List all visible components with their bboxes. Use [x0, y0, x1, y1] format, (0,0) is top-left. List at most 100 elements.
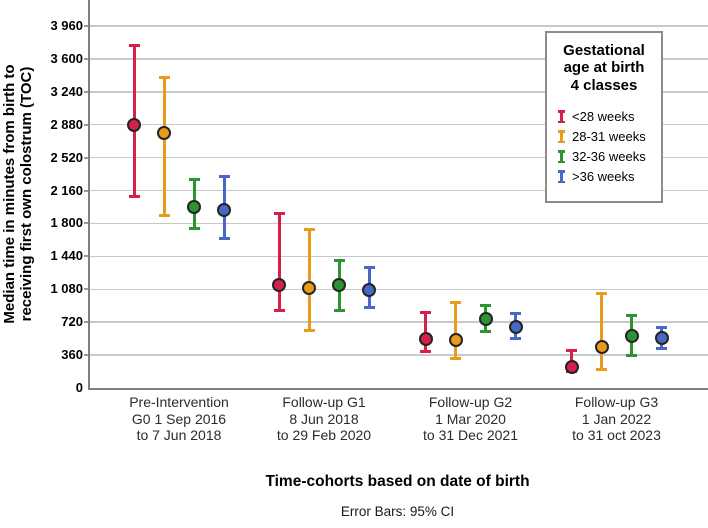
legend-item-label: 28-31 weeks	[572, 129, 646, 145]
gridline	[90, 189, 708, 192]
error-bar-cap-top	[158, 75, 170, 79]
y-tick-mark	[84, 90, 89, 93]
error-bar-icon	[557, 150, 566, 164]
y-tick-mark	[84, 123, 89, 126]
median-marker	[418, 331, 433, 346]
error-bar-cap-bottom	[363, 306, 375, 310]
gridline	[90, 156, 708, 159]
legend-item: <28 weeks	[557, 107, 661, 127]
error-bar-icon	[557, 130, 566, 144]
y-tick-label: 360	[61, 347, 83, 363]
error-bar-cap-top	[596, 292, 607, 296]
error-bar-cap-top	[188, 178, 200, 182]
error-bar-line	[600, 293, 603, 370]
y-tick-label: 720	[61, 314, 83, 330]
error-bar-cap-top	[450, 301, 461, 305]
gridline	[90, 321, 708, 323]
median-marker	[332, 277, 346, 292]
error-bar-cap-top	[656, 326, 667, 330]
median-marker	[127, 117, 141, 132]
legend-items: <28 weeks 28-31 weeks 32-36 weeks >36 weeks	[557, 107, 661, 187]
legend: Gestational age at birth 4 classes <28 w…	[545, 31, 663, 203]
median-marker	[448, 332, 463, 347]
error-bar-cap-top	[273, 211, 285, 215]
y-tick-label: 1 800	[50, 215, 83, 231]
error-bar-cap-bottom	[450, 357, 461, 361]
error-bar-cap-top	[363, 265, 375, 269]
legend-item: 32-36 weeks	[557, 147, 661, 167]
y-tick-mark	[84, 255, 89, 258]
median-marker	[478, 312, 493, 327]
error-bar-cap-bottom	[656, 347, 667, 351]
y-tick-label: 3 240	[50, 83, 83, 99]
gridline	[90, 58, 708, 60]
legend-item-label: >36 weeks	[572, 169, 635, 185]
error-bar-cap-bottom	[128, 195, 140, 199]
gridline	[90, 255, 708, 258]
error-bars-caption: Error Bars: 95% CI	[340, 504, 455, 519]
error-bar-cap-top	[420, 310, 431, 314]
legend-item: >36 weeks	[557, 167, 661, 187]
median-marker	[564, 359, 579, 374]
y-tick-mark	[84, 57, 89, 60]
y-tick-label: 1 440	[50, 248, 83, 264]
median-marker	[157, 125, 171, 140]
gridline	[90, 25, 708, 27]
y-tick-mark	[84, 222, 89, 225]
error-bar-cap-top	[480, 304, 491, 308]
gridline	[90, 91, 708, 93]
median-marker	[594, 339, 609, 354]
error-bar-cap-top	[303, 228, 315, 232]
error-bar-cap-top	[510, 311, 521, 315]
gridline	[90, 123, 708, 126]
error-bar-cap-top	[333, 259, 345, 263]
error-bar-cap-bottom	[626, 353, 637, 357]
error-bar-icon	[557, 170, 566, 184]
y-tick-label: 2 160	[50, 182, 83, 198]
median-marker	[624, 328, 639, 343]
error-bar-line	[454, 302, 457, 359]
median-marker	[302, 281, 316, 296]
x-category-label: Follow-up G2 1 Mar 2020 to 31 Dec 2021	[423, 394, 518, 443]
legend-item-label: <28 weeks	[572, 109, 635, 125]
median-marker	[508, 319, 523, 334]
y-tick-mark	[84, 189, 89, 192]
y-tick-label: 1 080	[50, 281, 83, 297]
y-tick-label: 2 880	[50, 116, 83, 132]
legend-title: Gestational age at birth 4 classes	[563, 42, 645, 94]
x-category-label: Follow-up G1 8 Jun 2018 to 29 Feb 2020	[276, 394, 372, 443]
gridline	[90, 222, 708, 225]
median-marker	[654, 330, 669, 345]
error-bar-cap-top	[626, 314, 637, 318]
error-bar-line	[307, 229, 311, 331]
y-tick-label: 3 960	[50, 18, 83, 33]
error-bar-cap-bottom	[303, 328, 315, 332]
error-bar-cap-bottom	[218, 236, 230, 240]
y-tick-mark	[84, 156, 89, 159]
x-category-label: Follow-up G3 1 Jan 2022 to 31 oct 2023	[572, 394, 661, 443]
y-tick-mark	[84, 288, 89, 291]
error-bar-cap-bottom	[596, 368, 607, 372]
gridline	[90, 354, 708, 356]
error-bar-line	[277, 213, 281, 311]
error-bar-cap-bottom	[420, 349, 431, 353]
error-bar-cap-bottom	[480, 329, 491, 333]
y-tick-mark	[84, 25, 89, 27]
error-bar-line	[162, 77, 166, 216]
y-tick-label: 0	[75, 380, 83, 395]
error-bar-cap-bottom	[158, 213, 170, 217]
y-tick-mark	[84, 321, 89, 324]
x-category-label: Pre-Intervention G0 1 Sep 2016 to 7 Jun …	[129, 394, 229, 443]
gridline	[90, 288, 708, 291]
error-bar-icon	[557, 110, 566, 124]
error-bar-cap-top	[218, 175, 230, 179]
error-bar-cap-bottom	[273, 308, 285, 312]
y-tick-label: 3 600	[50, 50, 83, 66]
median-marker	[272, 277, 286, 292]
error-bar-cap-bottom	[333, 308, 345, 312]
error-bar-cap-bottom	[188, 226, 200, 230]
x-axis-title: Time-cohorts based on date of birth	[265, 473, 530, 490]
error-bar-cap-bottom	[510, 337, 521, 341]
median-marker	[217, 202, 231, 217]
y-tick-mark	[84, 354, 89, 357]
